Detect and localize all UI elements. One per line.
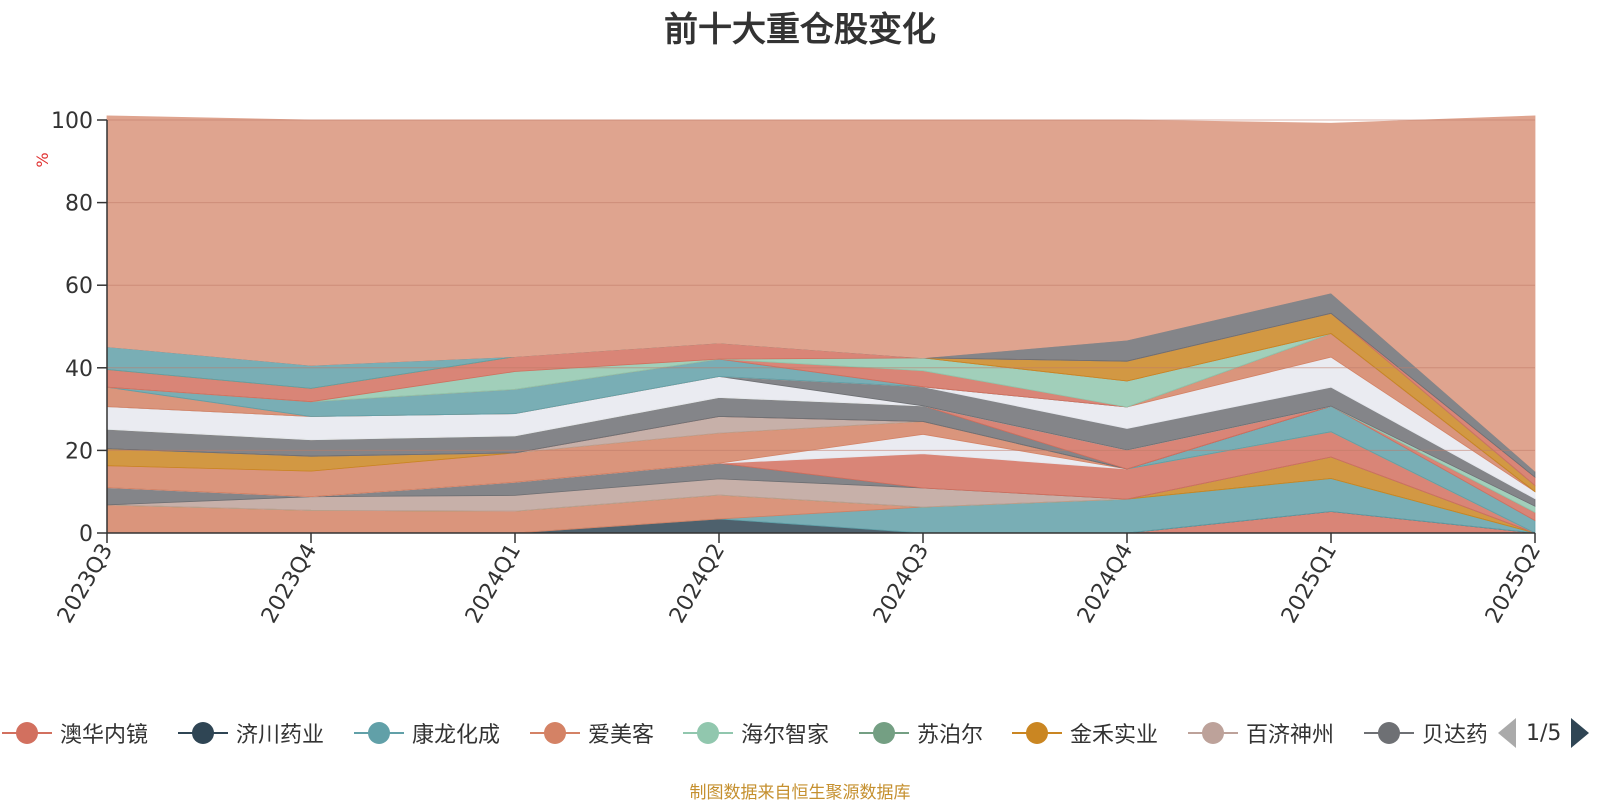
y-tick-label-5: 80 (65, 192, 93, 217)
grid-lines (107, 119, 1535, 451)
x-tick-label-3: 2024Q1 (461, 540, 526, 628)
y-tick-label-3: 40 (65, 357, 93, 382)
legend-marker-icon (354, 722, 404, 744)
legend-marker-icon (1188, 722, 1238, 744)
legend-item-3[interactable]: 康龙化成 (354, 708, 500, 758)
legend-marker-icon (178, 722, 228, 744)
legend-marker-icon (859, 722, 909, 744)
legend-label: 金禾实业 (1070, 723, 1159, 748)
chart-title: 前十大重仓股变化 (664, 10, 936, 50)
y-tick-label-1: 0 (79, 522, 93, 547)
y-tick-label-6: 100 (51, 109, 93, 134)
x-tick-label-4: 2024Q2 (665, 540, 730, 628)
x-tick-label-8: 2025Q2 (1481, 540, 1546, 628)
y-axis-unit-label: % (33, 152, 52, 167)
legend-marker-icon (530, 722, 580, 744)
legend-marker-icon (1364, 722, 1414, 744)
x-tick-label-2: 2023Q4 (257, 540, 322, 628)
source-note: 制图数据来自恒生聚源数据库 (689, 783, 911, 803)
x-tick-label-5: 2024Q3 (869, 540, 934, 628)
legend-marker-icon (2, 722, 52, 744)
legend-pager: 1/5 (1498, 708, 1590, 758)
legend-page-indicator: 1/5 (1526, 720, 1562, 746)
legend-label: 澳华内镜 (60, 723, 149, 748)
legend-item-9[interactable]: 贝达药业 (1364, 708, 1486, 758)
x-tick-label-1: 2023Q3 (53, 540, 118, 628)
legend-label: 爱美客 (588, 723, 655, 748)
legend-label: 海尔智家 (741, 723, 830, 748)
x-tick-label-6: 2024Q4 (1073, 540, 1138, 628)
legend-item-7[interactable]: 金禾实业 (1012, 708, 1158, 758)
legend: 澳华内镜 济川药业 康龙化成 爱美客 海尔智家 苏泊尔 金禾实业 百济神州 贝达药业 1/5 (0, 708, 1600, 758)
legend-prev-page-button[interactable] (1498, 718, 1516, 748)
legend-marker-icon (683, 722, 733, 744)
legend-item-5[interactable]: 海尔智家 (683, 708, 829, 758)
x-tick-label-7: 2025Q1 (1277, 540, 1342, 628)
legend-label: 贝达药业 (1422, 723, 1486, 748)
legend-item-6[interactable]: 苏泊尔 (859, 708, 983, 758)
y-tick-label-2: 20 (65, 439, 93, 464)
legend-label: 百济神州 (1246, 723, 1335, 748)
legend-next-page-button[interactable] (1571, 718, 1590, 748)
legend-item-4[interactable]: 爱美客 (530, 708, 654, 758)
legend-label: 济川药业 (236, 723, 325, 748)
legend-label: 苏泊尔 (917, 723, 984, 748)
y-tick-label-4: 60 (65, 274, 93, 299)
legend-label: 康龙化成 (412, 723, 501, 748)
legend-item-1[interactable]: 澳华内镜 (2, 708, 148, 758)
legend-item-8[interactable]: 百济神州 (1188, 708, 1334, 758)
stacked-areas (106, 115, 1536, 534)
legend-item-2[interactable]: 济川药业 (178, 708, 324, 758)
legend-items: 澳华内镜 济川药业 康龙化成 爱美客 海尔智家 苏泊尔 金禾实业 百济神州 贝达药业 (0, 708, 1486, 758)
legend-marker-icon (1012, 722, 1062, 744)
